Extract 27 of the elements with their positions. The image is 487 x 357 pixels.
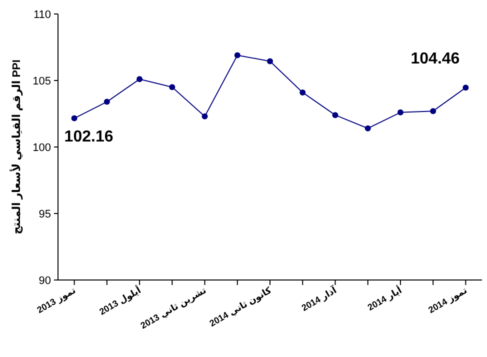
point	[71, 115, 78, 122]
point	[430, 108, 436, 114]
point	[234, 52, 240, 58]
point	[364, 125, 371, 132]
x-tick-label: تموز 2013	[35, 285, 78, 316]
point	[202, 113, 208, 120]
y-axis-title: الرقم القياسي لأسعار المنتج PPI	[9, 60, 23, 234]
x-tick-label: أيلول 2013	[97, 284, 144, 318]
x-tick-label: كانون ثاني 2014	[208, 284, 274, 330]
point	[332, 112, 338, 118]
point	[104, 98, 110, 105]
x-tick-label: آذار 2014	[299, 284, 340, 314]
x-tick-label: أيار 2014	[365, 284, 404, 314]
point	[397, 109, 404, 116]
data-label: 102.16	[64, 128, 114, 146]
point	[462, 84, 469, 91]
x-tick-label: تموز 2014	[426, 285, 470, 316]
y-tick-label: 95	[38, 208, 51, 220]
point	[267, 58, 273, 64]
y-tick-label: 90	[38, 275, 51, 287]
point	[136, 76, 143, 82]
y-tick-label: 110	[33, 9, 51, 21]
point	[169, 84, 176, 90]
data-label: 104.46	[410, 50, 460, 68]
y-tick-label: 100	[32, 142, 51, 154]
point	[300, 89, 306, 96]
y-tick-label: 105	[32, 76, 51, 88]
